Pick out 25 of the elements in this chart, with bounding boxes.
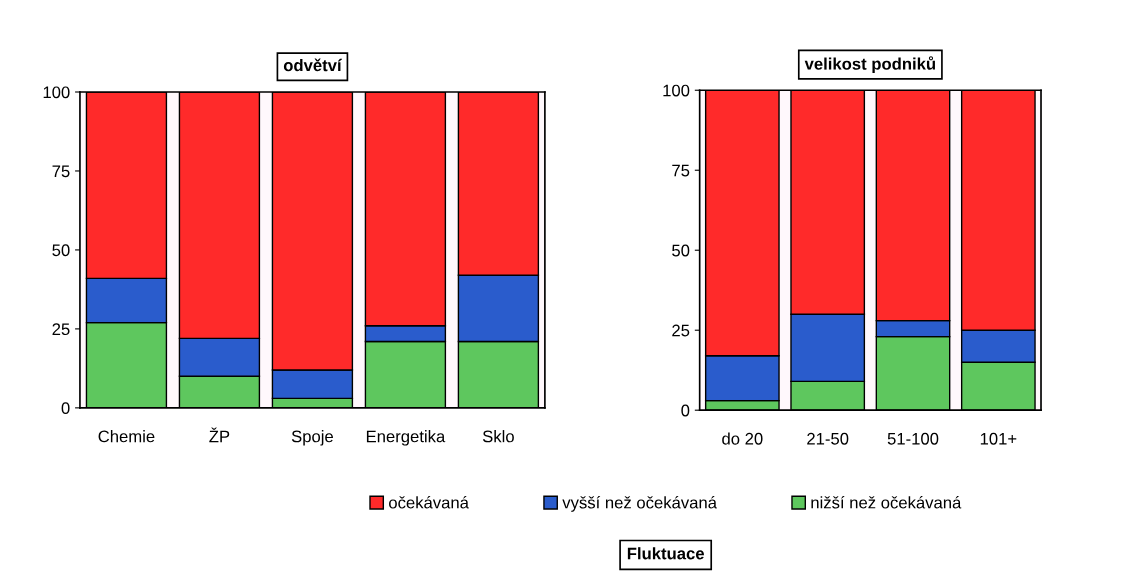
legend-label: očekávaná xyxy=(389,496,469,509)
x-tick-label: 51-100 xyxy=(887,432,939,445)
y-tick-label: 75 xyxy=(52,165,70,178)
y-tick-label: 0 xyxy=(61,402,70,415)
legend-label: nižší než očekávaná xyxy=(811,496,962,509)
x-tick-label: Spoje xyxy=(291,430,333,446)
text: Fluktuace xyxy=(627,547,704,560)
y-tick-label: 25 xyxy=(52,323,70,336)
legend-label: vyšší než očekávaná xyxy=(562,496,717,512)
y-tick-label: 0 xyxy=(681,404,690,417)
x-tick-label: 21-50 xyxy=(807,432,849,445)
y-tick-label: 100 xyxy=(43,86,70,99)
x-tick-label: Energetika xyxy=(366,430,446,446)
y-tick-label: 50 xyxy=(52,244,70,257)
chart-title: odvětví xyxy=(283,58,343,72)
y-tick-label: 100 xyxy=(663,84,690,97)
y-tick-label: 75 xyxy=(672,164,690,177)
y-tick-label: 50 xyxy=(672,244,690,257)
chart-title: velikost podniků xyxy=(804,56,936,74)
x-tick-label: Chemie xyxy=(98,430,155,443)
x-tick-label: Sklo xyxy=(482,430,514,443)
y-tick-label: 25 xyxy=(672,324,690,337)
x-tick-label: 101+ xyxy=(980,432,1017,445)
x-tick-label: do 20 xyxy=(722,432,763,445)
x-tick-label: ŽP xyxy=(209,427,230,443)
